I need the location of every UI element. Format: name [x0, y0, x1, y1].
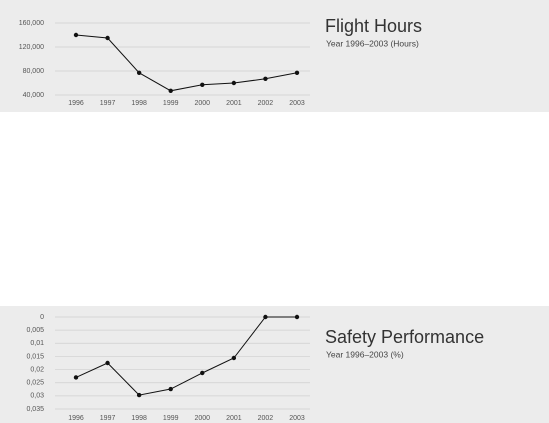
point	[263, 314, 268, 320]
point	[168, 88, 173, 94]
x-tick-label: 2002	[258, 415, 274, 422]
x-tick-label: 1998	[131, 415, 147, 422]
x-tick-label: 1997	[100, 415, 116, 422]
panel	[0, 306, 549, 423]
point	[294, 70, 300, 76]
point	[105, 360, 110, 366]
panel	[0, 0, 549, 112]
line	[75, 316, 297, 396]
y-tick-label: 0,01	[30, 340, 44, 347]
y-tick-label: 80,000	[23, 68, 45, 75]
x-tick-label: 2003	[289, 415, 305, 422]
point	[136, 392, 142, 398]
x-tick-label: 1997	[100, 100, 116, 107]
y-tick-label: 0,035	[26, 406, 44, 413]
point	[136, 70, 142, 76]
line	[75, 34, 298, 92]
x-tick-label: 1996	[68, 415, 84, 422]
x-tick-label: 1999	[163, 100, 179, 107]
point	[231, 80, 237, 86]
x-tick-label: 2000	[194, 415, 210, 422]
x-tick-label: 2000	[194, 100, 210, 107]
chart-subtitle: Year 1996–2003 (%)	[326, 349, 404, 359]
point	[263, 76, 268, 82]
chart-title: Flight Hours	[325, 16, 422, 36]
y-tick-label: 160,000	[19, 20, 44, 27]
point	[168, 386, 173, 392]
x-tick-label: 1999	[163, 415, 179, 422]
point	[73, 32, 79, 38]
chart-subtitle: Year 1996–2003 (Hours)	[326, 38, 419, 48]
y-tick-label: 40,000	[23, 92, 45, 99]
x-tick-label: 1998	[131, 100, 147, 107]
y-tick-label: 0,02	[30, 366, 44, 373]
y-tick-label: 0,005	[26, 327, 44, 334]
x-tick-label: 2001	[226, 415, 242, 422]
point	[73, 375, 79, 380]
x-tick-label: 2001	[226, 100, 242, 107]
chart-title: Safety Performance	[325, 327, 484, 347]
x-tick-label: 2003	[289, 100, 305, 107]
point	[200, 82, 205, 88]
point	[294, 314, 300, 320]
y-tick-label: 0,03	[30, 393, 44, 400]
x-tick-label: 1996	[68, 100, 84, 107]
y-tick-label: 0,015	[26, 353, 44, 360]
y-tick-label: 0	[40, 314, 44, 321]
point	[231, 355, 237, 361]
y-tick-label: 120,000	[19, 44, 44, 51]
y-tick-label: 0,025	[26, 380, 44, 387]
point	[105, 35, 110, 41]
x-tick-label: 2002	[258, 100, 274, 107]
point	[200, 370, 205, 376]
